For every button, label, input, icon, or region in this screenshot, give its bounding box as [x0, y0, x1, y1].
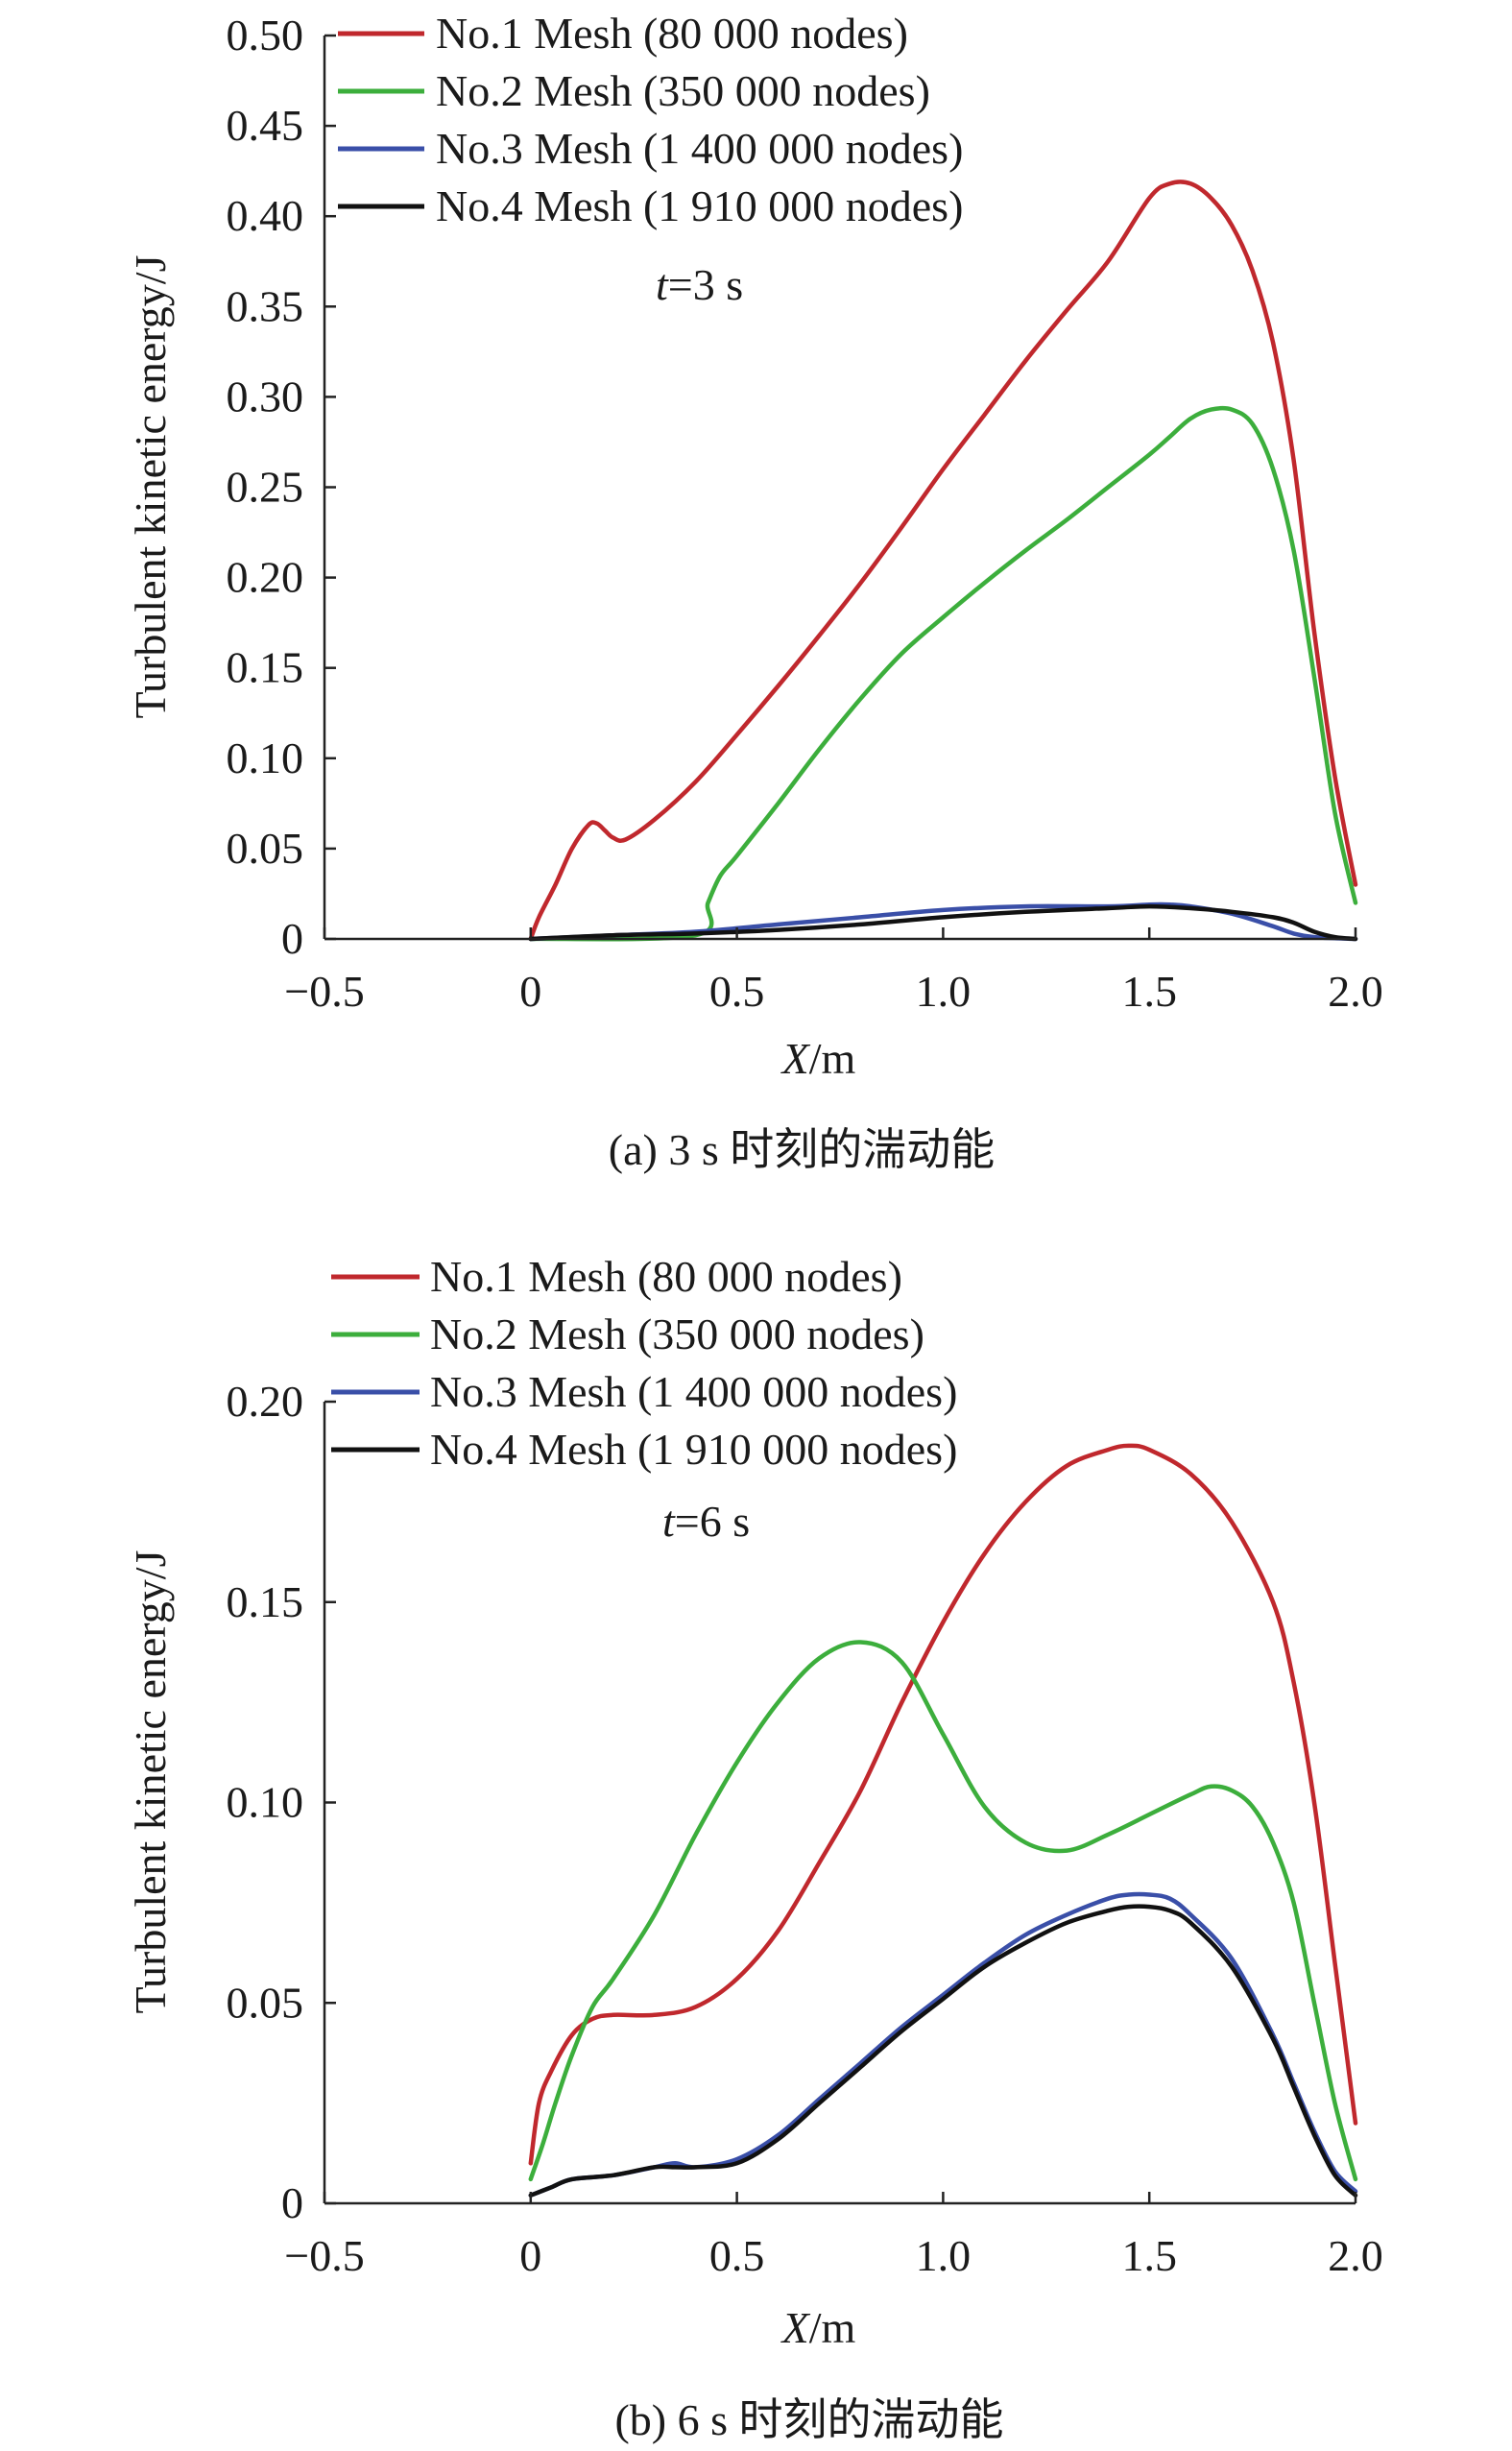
panel-a-caption: (a) 3 s 时刻的湍动能	[609, 1125, 995, 1174]
panel-b-legend-entry-2: No.2 Mesh (350 000 nodes)	[331, 1310, 924, 1358]
panel-a-x-tick-label: 0.5	[709, 967, 765, 1016]
panel-b-ticks	[323, 1400, 1357, 2205]
panel-a-time-annotation: t=3 s	[656, 260, 743, 309]
panel-b-x-tick-label: 2.0	[1328, 2231, 1383, 2280]
panel-a-x-tick-label: 2.0	[1328, 967, 1383, 1016]
panel-a-x-axis-title: X/m	[780, 1034, 856, 1083]
panel-a-legend-label-3: No.3 Mesh (1 400 000 nodes)	[436, 124, 963, 173]
panel-a-y-axis-title: Turbulent kinetic energy/J	[126, 255, 175, 719]
panel-b-y-tick-label: 0	[281, 2178, 303, 2227]
panel-a-time-var: t	[656, 260, 669, 309]
panel-a-legend-entry-1: No.1 Mesh (80 000 nodes)	[338, 9, 908, 58]
panel-b-y-axis-title: Turbulent kinetic energy/J	[126, 1550, 175, 2014]
panel-a-x-tick-label: 0	[519, 967, 541, 1016]
panel-b-y-tick-label: 0.20	[227, 1377, 304, 1426]
panel-b-x-axis-title-unit: /m	[809, 2303, 856, 2352]
panel-a-series-line-1	[528, 180, 1358, 942]
panel-a-series	[528, 180, 1358, 942]
panel-b-x-axis-title-var: X	[780, 2303, 811, 2352]
panel-b-series-line-2	[528, 1640, 1358, 2182]
panel-b-y-tick-label: 0.10	[227, 1778, 304, 1827]
panel-a-y-tick-label: 0.25	[227, 463, 304, 512]
panel-b-x-tick-label: 0	[519, 2231, 541, 2280]
panel-b-series-line-3	[528, 1891, 1358, 2198]
panel-b-x-tick-labels: −0.5 0 0.5 1.0 1.5 2.0	[284, 2231, 1382, 2280]
panel-b-time-var: t	[662, 1497, 676, 1546]
panel-a-series-line-2	[528, 405, 1358, 942]
panel-a-legend: No.1 Mesh (80 000 nodes) No.2 Mesh (350 …	[338, 9, 963, 230]
panel-a-y-tick-label: 0.45	[227, 101, 304, 150]
panel-b-time-value: =6 s	[675, 1497, 750, 1546]
panel-a-ticks	[323, 34, 1357, 941]
panel-a-x-axis-title-unit: /m	[809, 1034, 856, 1083]
panel-a-time-value: =3 s	[668, 260, 743, 309]
panel-b-x-tick-label: −0.5	[284, 2231, 364, 2280]
panel-a-y-tick-label: 0.05	[227, 824, 304, 873]
panel-b: 00.050.100.150.20 −0.5 0 0.5 1.0 1.5 2.0 Turb…	[126, 1252, 1383, 2444]
panel-b-y-tick-label: 0.15	[227, 1577, 304, 1626]
panel-b-legend-label-3: No.3 Mesh (1 400 000 nodes)	[430, 1367, 957, 1416]
panel-b-series-line-1	[528, 1443, 1358, 2166]
panel-a-legend-entry-4: No.4 Mesh (1 910 000 nodes)	[338, 181, 963, 230]
panel-b-legend-label-4: No.4 Mesh (1 910 000 nodes)	[430, 1425, 957, 1474]
panel-a-legend-entry-3: No.3 Mesh (1 400 000 nodes)	[338, 124, 963, 173]
panel-b-series-line-4	[528, 1904, 1358, 2198]
panel-a-x-tick-label: −0.5	[284, 967, 364, 1016]
panel-b-legend-label-2: No.2 Mesh (350 000 nodes)	[430, 1310, 924, 1358]
panel-a-y-tick-label: 0.20	[227, 553, 304, 602]
panel-a-legend-entry-2: No.2 Mesh (350 000 nodes)	[338, 66, 930, 115]
panel-b-x-tick-label: 1.5	[1121, 2231, 1177, 2280]
panel-b-x-tick-label: 0.5	[709, 2231, 765, 2280]
panel-b-caption: (b) 6 s 时刻的湍动能	[614, 2395, 1003, 2444]
panel-b-x-tick-label: 1.0	[916, 2231, 972, 2280]
panel-a-y-tick-label: 0.50	[227, 11, 304, 60]
panel-a-x-axis-title-var: X	[780, 1034, 811, 1083]
panel-a-y-tick-labels: 0 0.05 0.10 0.15 0.20 0.25 0.30 0.35 0.40 0.45 0.5…	[227, 11, 304, 963]
panel-a-y-tick-label: 0	[281, 914, 303, 963]
panel-a-y-tick-label: 0.30	[227, 372, 304, 421]
panel-a-y-tick-label: 0.40	[227, 191, 304, 240]
panel-a-legend-label-2: No.2 Mesh (350 000 nodes)	[436, 66, 930, 115]
panel-b-time-annotation: t=6 s	[662, 1497, 750, 1546]
panel-a-y-tick-label: 0.10	[227, 733, 304, 782]
panel-b-x-axis-title: X/m	[780, 2303, 856, 2352]
panel-b-legend: No.1 Mesh (80 000 nodes) No.2 Mesh (350 …	[331, 1252, 957, 1474]
panel-a: 0 0.05 0.10 0.15 0.20 0.25 0.30 0.35 0.40 0.45 0.5…	[126, 9, 1383, 1174]
panel-b-y-tick-labels: 0 0.05 0.10 0.15 0.20	[227, 1377, 304, 2227]
panel-b-legend-entry-1: No.1 Mesh (80 000 nodes)	[331, 1252, 902, 1301]
panel-a-y-tick-label: 0.15	[227, 643, 304, 692]
panel-a-legend-label-4: No.4 Mesh (1 910 000 nodes)	[436, 181, 963, 230]
panel-b-series	[528, 1443, 1358, 2198]
panel-a-x-tick-label: 1.0	[916, 967, 972, 1016]
panel-b-y-tick-label: 0.05	[227, 1978, 304, 2027]
panel-b-legend-entry-4: No.4 Mesh (1 910 000 nodes)	[331, 1425, 957, 1474]
panel-b-legend-entry-3: No.3 Mesh (1 400 000 nodes)	[331, 1367, 957, 1416]
panel-b-legend-label-1: No.1 Mesh (80 000 nodes)	[430, 1252, 902, 1301]
panel-a-legend-label-1: No.1 Mesh (80 000 nodes)	[436, 9, 908, 58]
panel-a-series-line-4	[528, 903, 1358, 942]
panel-a-x-tick-labels: −0.5 0 0.5 1.0 1.5 2.0	[284, 967, 1382, 1016]
panel-a-x-tick-label: 1.5	[1121, 967, 1177, 1016]
panel-a-y-tick-label: 0.35	[227, 281, 304, 330]
